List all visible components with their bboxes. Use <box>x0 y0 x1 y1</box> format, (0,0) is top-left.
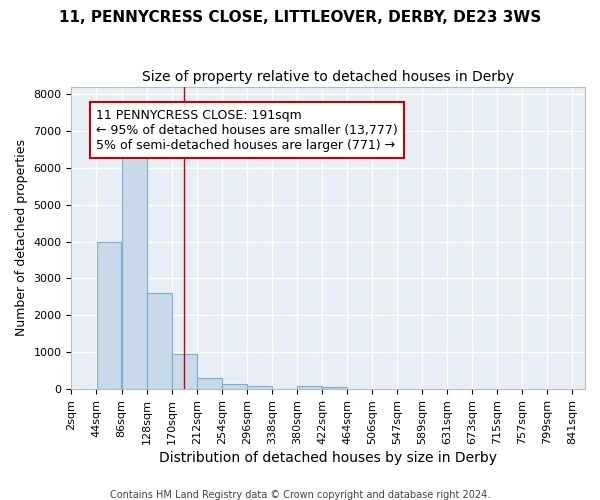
Bar <box>222 384 247 389</box>
Bar <box>122 146 146 389</box>
Title: Size of property relative to detached houses in Derby: Size of property relative to detached ho… <box>142 70 514 84</box>
X-axis label: Distribution of detached houses by size in Derby: Distribution of detached houses by size … <box>159 451 497 465</box>
Bar <box>197 378 222 389</box>
Bar <box>97 242 121 389</box>
Bar <box>297 386 322 389</box>
Y-axis label: Number of detached properties: Number of detached properties <box>15 140 28 336</box>
Text: Contains HM Land Registry data © Crown copyright and database right 2024.: Contains HM Land Registry data © Crown c… <box>110 490 490 500</box>
Bar <box>172 354 197 389</box>
Text: 11, PENNYCRESS CLOSE, LITTLEOVER, DERBY, DE23 3WS: 11, PENNYCRESS CLOSE, LITTLEOVER, DERBY,… <box>59 10 541 25</box>
Bar <box>247 386 272 389</box>
Bar <box>322 388 347 389</box>
Bar <box>147 293 172 389</box>
Text: 11 PENNYCRESS CLOSE: 191sqm
← 95% of detached houses are smaller (13,777)
5% of : 11 PENNYCRESS CLOSE: 191sqm ← 95% of det… <box>97 108 398 152</box>
